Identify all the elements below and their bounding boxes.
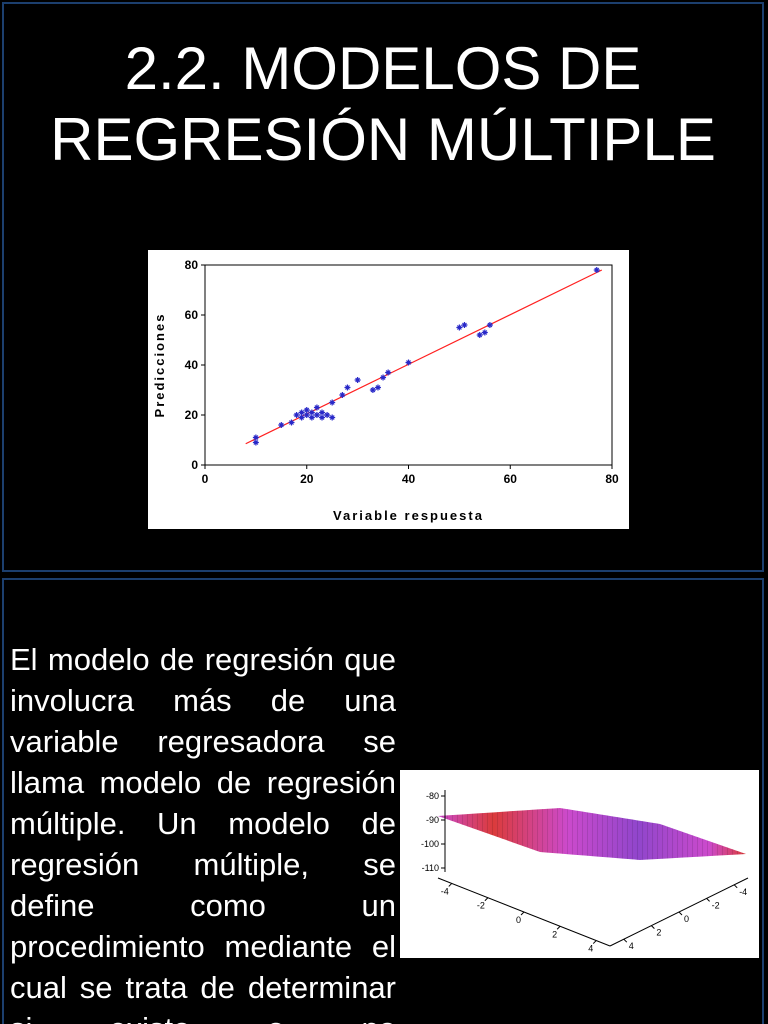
x-tick-label: 80: [605, 472, 619, 486]
right-axis-tick-label: 0: [684, 914, 689, 924]
scatter-chart-figure: 0 20 40 60 80 0 20 40 60 80 Variable respuesta Pred…: [148, 250, 629, 529]
left-axis-tick: [520, 911, 525, 916]
scatter-point: [303, 412, 310, 418]
scatter-point: [298, 414, 305, 421]
scatter-point: [293, 412, 300, 418]
scatter-point: [329, 414, 336, 421]
right-axis-tick: [733, 884, 738, 889]
surface-chart-figure: -80 -90 -100 -110 -4 -2 0 2 4 4 2 0 -2 -4: [400, 770, 759, 958]
x-tick-label: 60: [504, 472, 518, 486]
slide-1: 2.2. MODELOS DE REGRESIÓN MÚLTIPLE 0 20 40…: [2, 2, 764, 572]
scatter-point: [319, 409, 326, 416]
right-axis-tick-label: 4: [629, 941, 634, 951]
scatter-point: [593, 267, 600, 273]
scatter-point: [374, 384, 381, 391]
scatter-point: [344, 384, 351, 391]
scatter-point: [405, 359, 412, 366]
y-tick-label: 40: [185, 358, 199, 372]
left-axis-tick-label: 4: [588, 944, 593, 954]
right-axis-tick: [706, 898, 710, 902]
scatter-point: [303, 407, 310, 413]
y-axis-label: Predicciones: [152, 313, 167, 418]
right-axis-tick-label: 2: [656, 928, 661, 938]
scatter-point: [252, 434, 259, 441]
x-axis-label: Variable respuesta: [333, 508, 484, 523]
left-axis-tick: [448, 883, 453, 887]
left-axis-tick: [484, 897, 489, 902]
left-axis-tick: [556, 925, 561, 930]
scatter-point: [385, 369, 392, 376]
scatter-point: [308, 409, 315, 416]
y-tick-label: 60: [185, 308, 199, 322]
scatter-point: [481, 329, 488, 336]
scatter-point: [313, 412, 320, 418]
surface-plane-texture: [438, 808, 746, 860]
scatter-point: [329, 399, 336, 406]
y-tick-label: 20: [185, 408, 199, 422]
right-axis-tick-label: -2: [712, 900, 720, 910]
left-axis-tick: [592, 940, 597, 944]
y-tick-label: 80: [185, 258, 199, 272]
scatter-plot: 0 20 40 60 80 0 20 40 60 80 Variable respuesta Pred…: [152, 258, 619, 523]
left-axis-tick-label: 2: [552, 929, 557, 939]
scatter-point: [380, 374, 387, 381]
scatter-point: [456, 324, 463, 331]
scatter-point: [476, 332, 483, 338]
scatter-point: [308, 414, 315, 421]
body-paragraph: El modelo de regresión que involucra más…: [10, 642, 396, 1024]
scatter-point: [339, 392, 346, 398]
right-axis-tick: [678, 911, 683, 916]
scatter-point: [354, 377, 361, 383]
scatter-point: [313, 404, 320, 411]
left-axis-tick-label: -2: [477, 901, 485, 911]
slide-2: El modelo de regresión que involucra más…: [2, 578, 764, 1024]
scatter-point: [298, 409, 305, 416]
scatter-point: [324, 412, 331, 418]
left-axis-tick-label: 0: [516, 915, 521, 925]
left-axis-tick-label: -4: [441, 886, 449, 896]
scatter-point: [369, 387, 376, 393]
surface-plot: -80 -90 -100 -110 -4 -2 0 2 4 4 2 0 -2 -4: [421, 790, 749, 954]
scatter-point: [252, 439, 259, 446]
scatter-point: [288, 419, 295, 426]
scatter-point: [319, 414, 326, 421]
scatter-point: [486, 322, 493, 328]
z-tick-label: -110: [422, 863, 439, 873]
y-tick-label: 0: [191, 458, 198, 472]
scatter-point: [278, 422, 285, 428]
scatter-point: [461, 322, 468, 328]
right-axis-tick: [623, 938, 628, 943]
z-tick-label: -100: [421, 839, 439, 849]
x-tick-label: 0: [202, 472, 209, 486]
z-tick-label: -80: [426, 791, 439, 801]
x-tick-label: 20: [300, 472, 314, 486]
right-axis-tick: [651, 925, 655, 929]
right-axis-tick-label: -4: [739, 887, 747, 897]
x-tick-label: 40: [402, 472, 416, 486]
z-tick-label: -90: [426, 815, 439, 825]
slide-title: 2.2. MODELOS DE REGRESIÓN MÚLTIPLE: [50, 35, 716, 173]
